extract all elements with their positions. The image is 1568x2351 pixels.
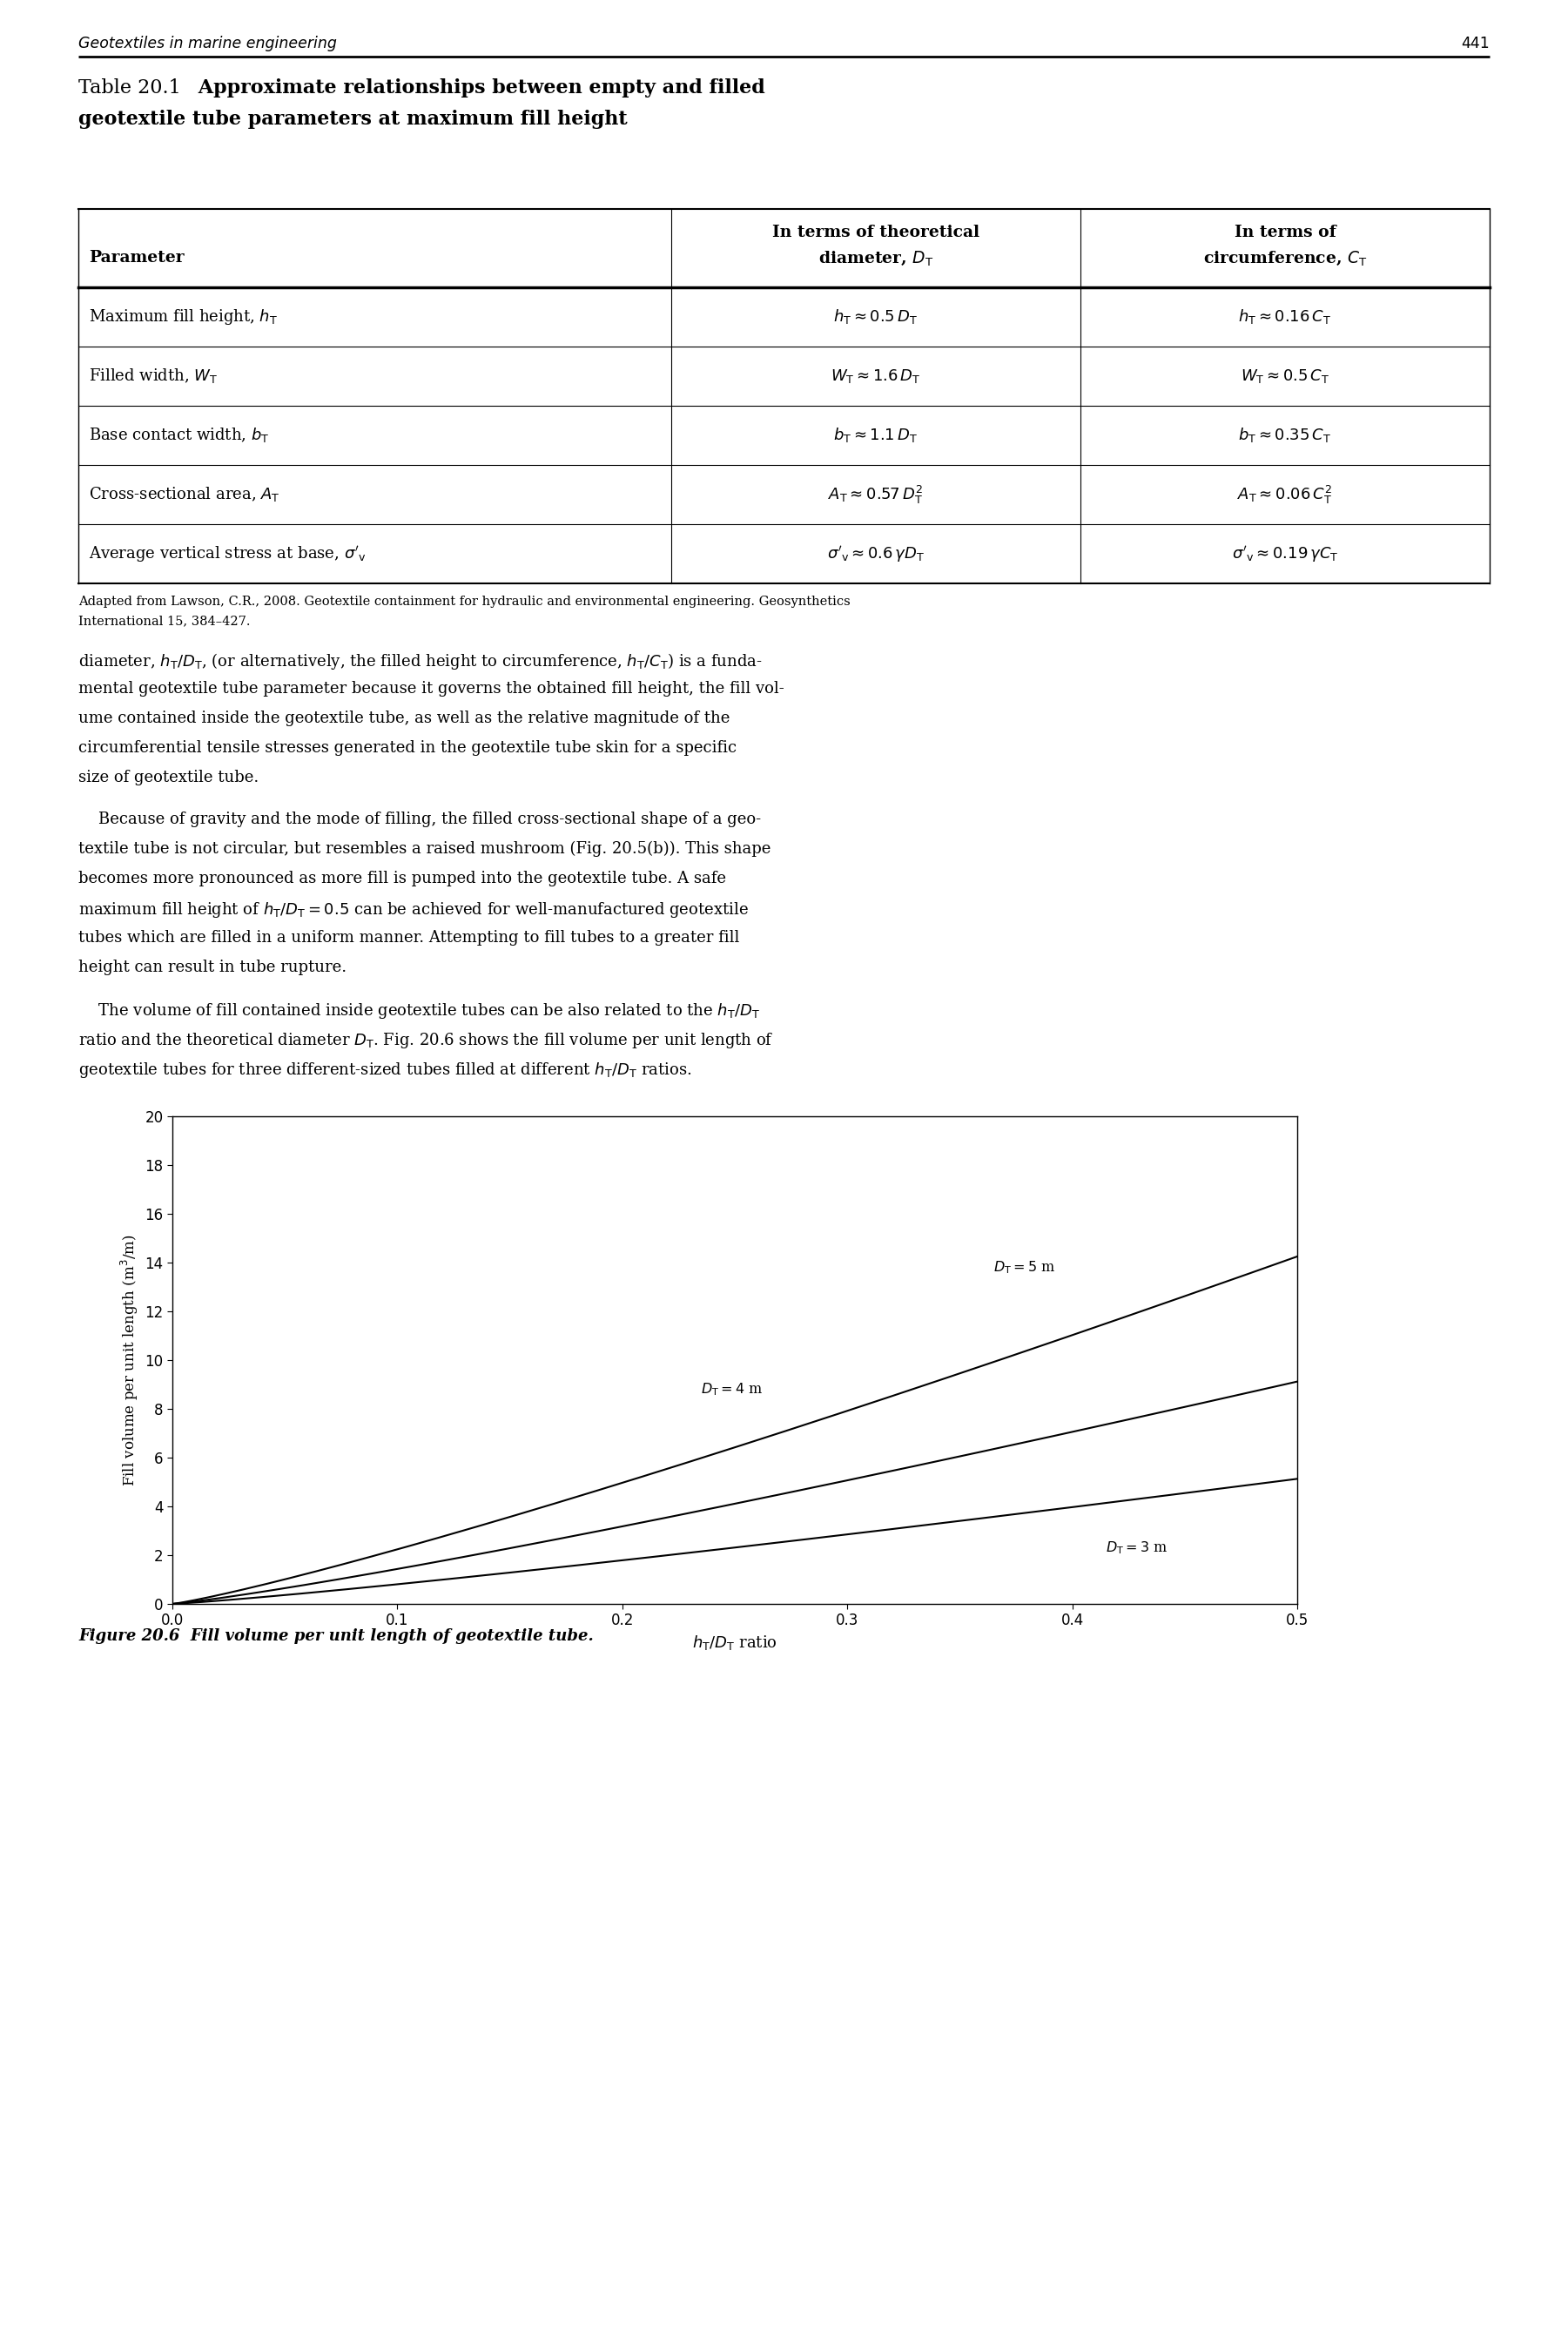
Text: Base contact width, $b_{\mathrm{T}}$: Base contact width, $b_{\mathrm{T}}$ xyxy=(89,426,270,444)
Text: circumferential tensile stresses generated in the geotextile tube skin for a spe: circumferential tensile stresses generat… xyxy=(78,741,737,755)
Text: ratio and the theoretical diameter $D_{\mathrm{T}}$. Fig. 20.6 shows the fill vo: ratio and the theoretical diameter $D_{\… xyxy=(78,1032,773,1051)
Text: $h_{\mathrm{T}} \approx 0.5\,D_{\mathrm{T}}$: $h_{\mathrm{T}} \approx 0.5\,D_{\mathrm{… xyxy=(834,308,917,327)
Text: circumference, $C_\mathrm{T}$: circumference, $C_\mathrm{T}$ xyxy=(1203,249,1367,268)
Text: Adapted from Lawson, C.R., 2008. Geotextile containment for hydraulic and enviro: Adapted from Lawson, C.R., 2008. Geotext… xyxy=(78,595,850,609)
Text: International 15, 384–427.: International 15, 384–427. xyxy=(78,614,251,628)
Text: geotextile tube parameters at maximum fill height: geotextile tube parameters at maximum fi… xyxy=(78,110,627,129)
Text: ume contained inside the geotextile tube, as well as the relative magnitude of t: ume contained inside the geotextile tube… xyxy=(78,710,731,726)
Text: $D_{\mathrm{T}} = 3$ m: $D_{\mathrm{T}} = 3$ m xyxy=(1105,1540,1168,1556)
Text: $A_{\mathrm{T}} \approx 0.06\,C_{\mathrm{T}}^2$: $A_{\mathrm{T}} \approx 0.06\,C_{\mathrm… xyxy=(1237,484,1333,505)
Text: $b_{\mathrm{T}} \approx 1.1\,D_{\mathrm{T}}$: $b_{\mathrm{T}} \approx 1.1\,D_{\mathrm{… xyxy=(834,426,917,444)
Text: $b_{\mathrm{T}} \approx 0.35\,C_{\mathrm{T}}$: $b_{\mathrm{T}} \approx 0.35\,C_{\mathrm… xyxy=(1239,426,1331,444)
Y-axis label: Fill volume per unit length (m$^3$/m): Fill volume per unit length (m$^3$/m) xyxy=(119,1234,140,1486)
Text: Geotextiles in marine engineering: Geotextiles in marine engineering xyxy=(78,35,337,52)
Text: $A_{\mathrm{T}} \approx 0.57\,D_{\mathrm{T}}^2$: $A_{\mathrm{T}} \approx 0.57\,D_{\mathrm… xyxy=(828,484,924,505)
Text: $D_{\mathrm{T}} = 5$ m: $D_{\mathrm{T}} = 5$ m xyxy=(994,1260,1055,1277)
Text: In terms of: In terms of xyxy=(1234,226,1336,240)
Text: tubes which are filled in a uniform manner. Attempting to fill tubes to a greate: tubes which are filled in a uniform mann… xyxy=(78,931,740,945)
Text: Cross-sectional area, $A_{\mathrm{T}}$: Cross-sectional area, $A_{\mathrm{T}}$ xyxy=(89,484,281,503)
Text: Table 20.1: Table 20.1 xyxy=(78,78,180,96)
Text: Figure 20.6  Fill volume per unit length of geotextile tube.: Figure 20.6 Fill volume per unit length … xyxy=(78,1629,594,1643)
Text: height can result in tube rupture.: height can result in tube rupture. xyxy=(78,959,347,976)
Text: $\sigma'_{\mathrm{v}} \approx 0.19\,\gamma C_{\mathrm{T}}$: $\sigma'_{\mathrm{v}} \approx 0.19\,\gam… xyxy=(1232,543,1339,564)
Text: diameter, $D_\mathrm{T}$: diameter, $D_\mathrm{T}$ xyxy=(818,249,933,268)
Text: $D_{\mathrm{T}} = 4$ m: $D_{\mathrm{T}} = 4$ m xyxy=(701,1382,764,1396)
Text: $\sigma'_{\mathrm{v}} \approx 0.6\,\gamma D_{\mathrm{T}}$: $\sigma'_{\mathrm{v}} \approx 0.6\,\gamm… xyxy=(826,543,925,564)
Text: In terms of theoretical: In terms of theoretical xyxy=(771,226,980,240)
Text: Approximate relationships between empty and filled: Approximate relationships between empty … xyxy=(191,78,765,96)
Text: textile tube is not circular, but resembles a raised mushroom (Fig. 20.5(b)). Th: textile tube is not circular, but resemb… xyxy=(78,842,771,858)
Text: diameter, $h_{\mathrm{T}}/D_{\mathrm{T}}$, (or alternatively, the filled height : diameter, $h_{\mathrm{T}}/D_{\mathrm{T}}… xyxy=(78,651,762,672)
Text: Filled width, $W_{\mathrm{T}}$: Filled width, $W_{\mathrm{T}}$ xyxy=(89,367,218,386)
Text: $W_{\mathrm{T}} \approx 0.5\,C_{\mathrm{T}}$: $W_{\mathrm{T}} \approx 0.5\,C_{\mathrm{… xyxy=(1240,367,1330,386)
X-axis label: $h_{\mathrm{T}}/D_{\mathrm{T}}$ ratio: $h_{\mathrm{T}}/D_{\mathrm{T}}$ ratio xyxy=(693,1634,778,1653)
Text: Because of gravity and the mode of filling, the filled cross-sectional shape of : Because of gravity and the mode of filli… xyxy=(78,811,760,828)
Text: The volume of fill contained inside geotextile tubes can be also related to the : The volume of fill contained inside geot… xyxy=(78,1002,760,1020)
Text: mental geotextile tube parameter because it governs the obtained fill height, th: mental geotextile tube parameter because… xyxy=(78,682,784,696)
Text: Average vertical stress at base, $\sigma'_{\mathrm{v}}$: Average vertical stress at base, $\sigma… xyxy=(89,543,367,564)
Text: Maximum fill height, $h_{\mathrm{T}}$: Maximum fill height, $h_{\mathrm{T}}$ xyxy=(89,308,278,327)
Text: becomes more pronounced as more fill is pumped into the geotextile tube. A safe: becomes more pronounced as more fill is … xyxy=(78,870,726,886)
Text: $W_{\mathrm{T}} \approx 1.6\,D_{\mathrm{T}}$: $W_{\mathrm{T}} \approx 1.6\,D_{\mathrm{… xyxy=(831,367,920,386)
Text: geotextile tubes for three different-sized tubes filled at different $h_{\mathrm: geotextile tubes for three different-siz… xyxy=(78,1060,691,1079)
Text: $h_{\mathrm{T}} \approx 0.16\,C_{\mathrm{T}}$: $h_{\mathrm{T}} \approx 0.16\,C_{\mathrm… xyxy=(1239,308,1331,327)
Text: size of geotextile tube.: size of geotextile tube. xyxy=(78,769,259,785)
Text: maximum fill height of $h_{\mathrm{T}}/D_{\mathrm{T}} = 0.5$ can be achieved for: maximum fill height of $h_{\mathrm{T}}/D… xyxy=(78,900,750,919)
Text: Parameter: Parameter xyxy=(89,249,185,266)
Text: 441: 441 xyxy=(1461,35,1490,52)
